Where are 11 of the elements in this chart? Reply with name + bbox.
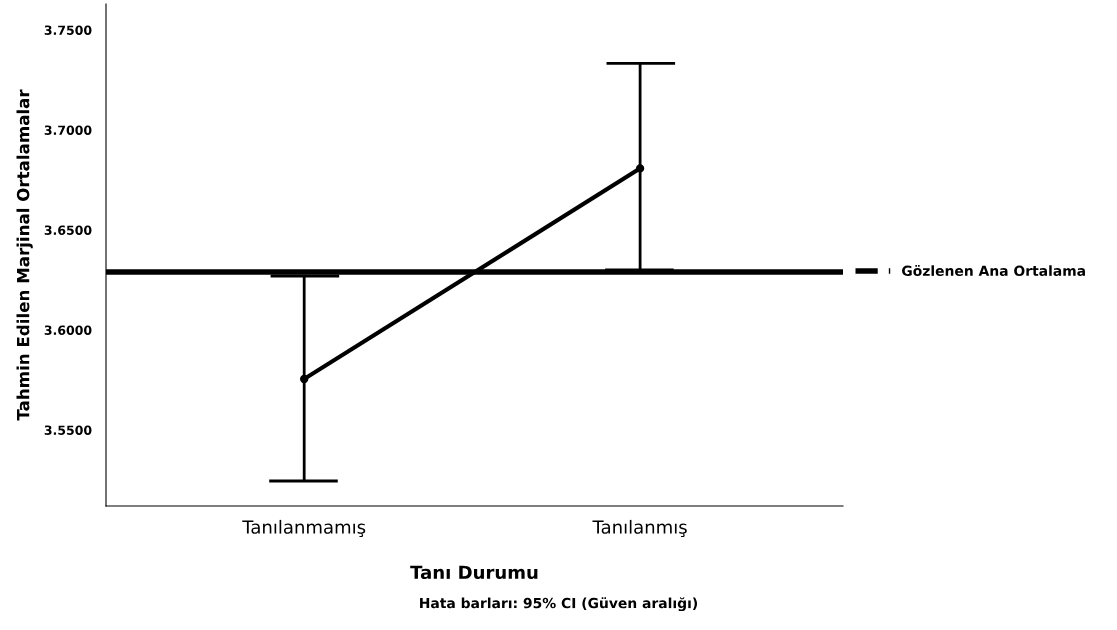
text: Hata barları: 95% CI (Güven aralığı) xyxy=(420,597,698,612)
ref-line-label: Gözlenen Ana Ortalama xyxy=(902,265,1085,277)
y-tick-label: 3.7000 xyxy=(44,125,92,135)
x-axis-title: Tanı Durumu xyxy=(410,565,538,580)
x-tick-label: Tanılanmamış xyxy=(242,519,366,538)
y-axis-title: Tahmin Edilen Marjinal Ortalamalar xyxy=(16,89,33,421)
y-tick-label: 3.6500 xyxy=(44,225,92,235)
y-tick-label: 3.6000 xyxy=(44,325,92,335)
y-tick-label: 3.7500 xyxy=(44,25,92,35)
y-tick-label: 3.5500 xyxy=(44,425,92,435)
x-tick-label: Tanılanmış xyxy=(592,519,687,538)
